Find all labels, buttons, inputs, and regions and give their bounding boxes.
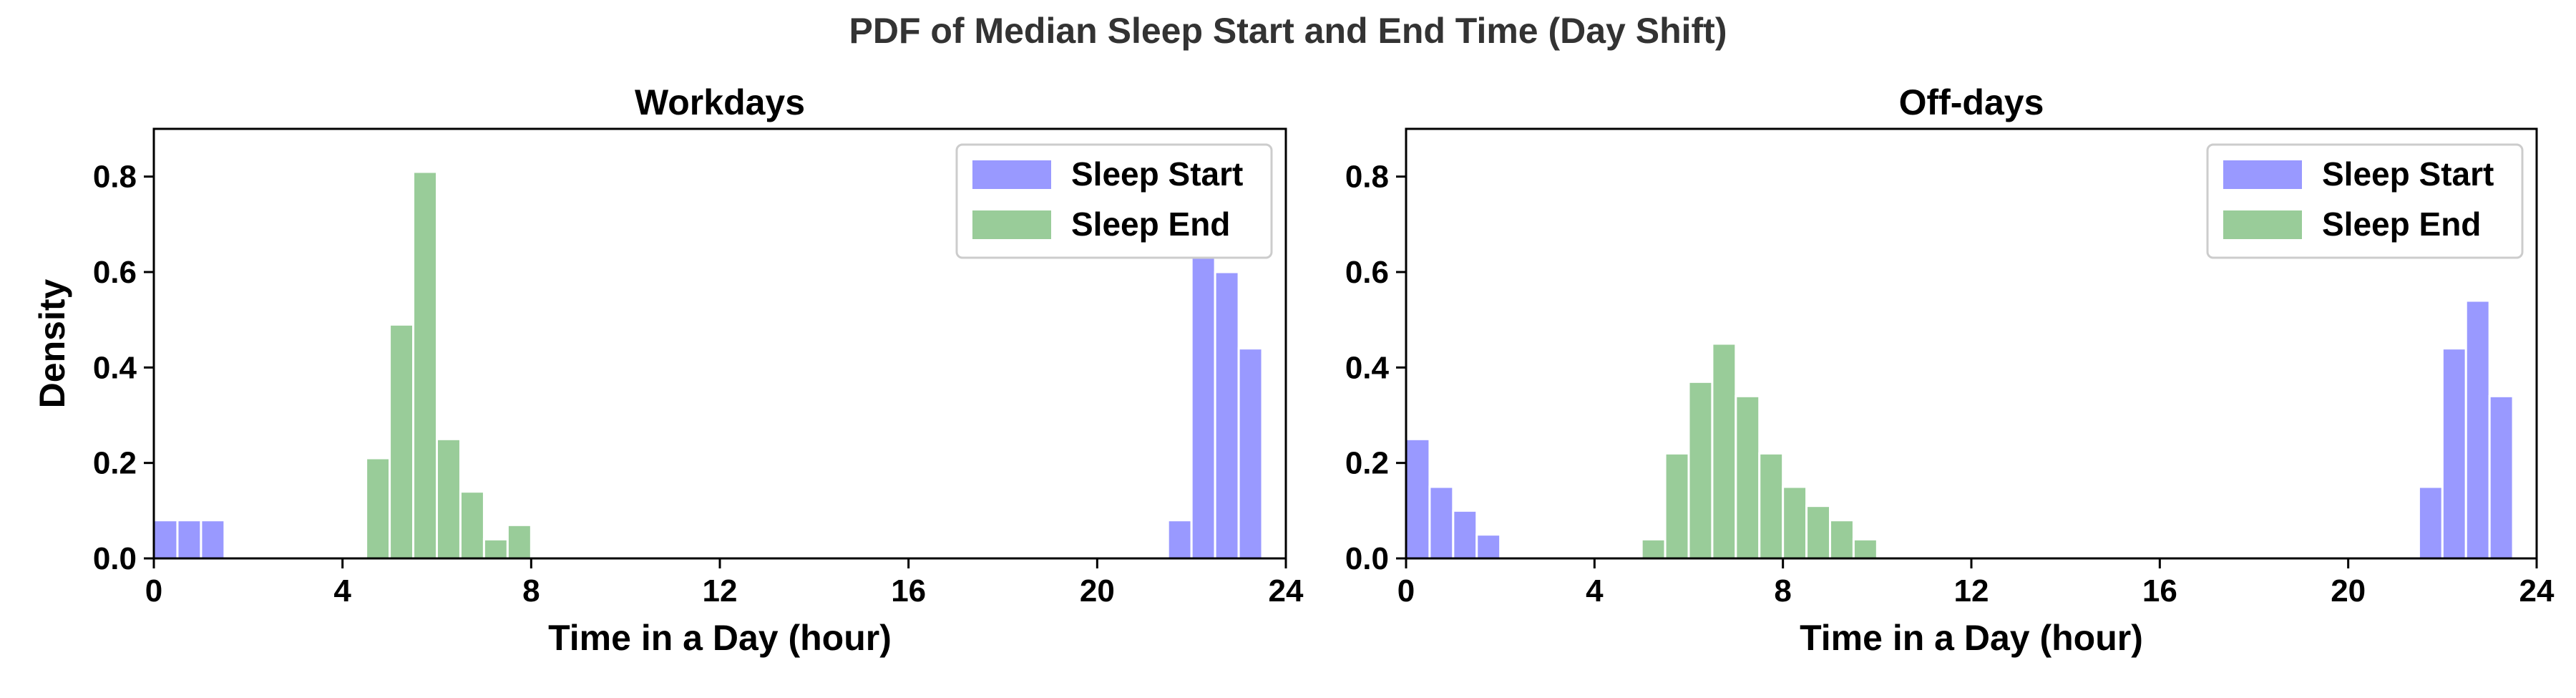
x-tick-label: 0 [145,573,162,609]
histogram-bar [1640,538,1667,560]
histogram-bar [365,457,391,560]
histogram-bar [1805,505,1831,560]
histogram-bar [1190,256,1216,560]
x-tick-label: 20 [1080,573,1115,609]
x-axis-label: Time in a Day (hour) [1800,618,2143,658]
histogram-bar [1475,533,1502,560]
chart-panels: 0 4 8 12 16 20 24 0.0 0.2 0.4 0.6 0.8 Workdays Time i… [32,82,2555,658]
histogram-bar [1735,394,1761,560]
histogram-bar [2464,299,2491,560]
histogram-bar [436,437,462,560]
y-tick-label: 0.6 [1345,255,1389,290]
y-tick-label: 0.6 [93,255,137,290]
histogram-bar [1405,437,1431,560]
panel-title: Off-days [1899,82,2044,122]
histogram-bar [459,490,485,560]
legend-swatch [2223,160,2302,189]
x-tick-label: 4 [1586,573,1604,609]
histogram-bar [176,519,203,560]
legend-label: Sleep Start [2322,155,2494,193]
legend-label: Sleep End [2322,205,2481,243]
y-tick-label: 0.0 [93,541,137,576]
histogram-bar [1237,347,1264,560]
x-tick-label: 0 [1397,573,1415,609]
legend-swatch [972,210,1051,239]
legend-swatch [2223,210,2302,239]
x-axis-label: Time in a Day (hour) [548,618,892,658]
histogram-bar [1782,485,1808,560]
histogram-bar [152,519,179,560]
histogram-bar [482,538,509,560]
histogram-bar [412,170,439,560]
histogram-bar [1452,509,1478,560]
chart-panel-2: 0 4 8 12 16 20 24 0.0 0.2 0.4 0.6 0.8 Off-days Time i… [1345,82,2555,658]
series-1-bars [1405,299,2514,560]
y-tick-label: 0.4 [93,350,137,385]
histogram-bar [1852,538,1878,560]
y-tick-label: 0.2 [93,446,137,481]
x-tick-label: 24 [2519,573,2555,609]
x-tick-label: 8 [1774,573,1791,609]
y-tick-label: 0.4 [1345,350,1390,385]
panel-title: Workdays [635,82,805,122]
chart-panel-1: 0 4 8 12 16 20 24 0.0 0.2 0.4 0.6 0.8 Workdays Time i… [32,82,1304,658]
y-tick-label: 0.0 [1345,541,1389,576]
legend-swatch [972,160,1051,189]
x-tick-label: 20 [2331,573,2366,609]
histogram-bar [200,519,226,560]
histogram-bar [1428,485,1455,560]
y-tick-label: 0.2 [1345,446,1389,481]
histogram-bar [1687,380,1714,560]
legend-label: Sleep Start [1071,155,1243,193]
histogram-bar [2417,485,2444,560]
legend-label: Sleep End [1071,205,1230,243]
figure-title: PDF of Median Sleep Start and End Time (… [849,11,1727,51]
histogram-bar [506,523,532,560]
histogram-bar [1166,519,1193,560]
histogram-bar [1829,519,1855,560]
histogram-bar [1214,271,1240,560]
histogram-bar [1758,452,1785,560]
histogram-bar [1664,452,1690,560]
legend: Sleep Start Sleep End [2206,143,2524,259]
x-tick-label: 16 [2142,573,2177,609]
x-tick-label: 8 [522,573,540,609]
histogram-bar [1711,342,1737,560]
x-tick-label: 4 [333,573,351,609]
y-tick-label: 0.8 [1345,160,1389,195]
legend: Sleep Start Sleep End [955,143,1273,259]
x-tick-label: 12 [1954,573,1989,609]
x-tick-label: 24 [1269,573,1304,609]
histogram-bar [2488,394,2514,560]
y-axis-label: Density [32,279,72,409]
x-tick-label: 12 [703,573,738,609]
histogram-bar [2441,347,2467,560]
y-tick-label: 0.8 [93,160,137,195]
histogram-bar [389,323,415,560]
x-tick-label: 16 [891,573,926,609]
